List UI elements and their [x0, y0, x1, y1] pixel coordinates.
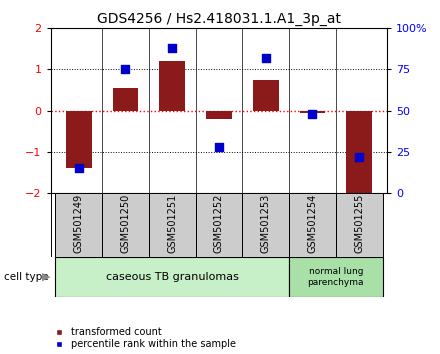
Point [262, 55, 269, 61]
Bar [113, 88, 138, 111]
Point [309, 111, 316, 117]
Bar [195, 193, 242, 257]
Bar [55, 193, 102, 257]
Bar [346, 111, 372, 197]
Text: GSM501251: GSM501251 [167, 194, 177, 253]
Bar [66, 111, 92, 168]
Bar [102, 193, 149, 257]
Text: GSM501249: GSM501249 [73, 194, 84, 253]
Bar [206, 111, 232, 119]
Bar [159, 61, 185, 111]
Text: GSM501253: GSM501253 [260, 194, 271, 253]
Bar [242, 193, 289, 257]
Bar [253, 80, 279, 111]
Bar [300, 111, 325, 113]
Text: GSM501250: GSM501250 [121, 194, 130, 253]
Bar [336, 193, 382, 257]
Text: GSM501254: GSM501254 [308, 194, 317, 253]
Text: caseous TB granulomas: caseous TB granulomas [106, 272, 238, 282]
Title: GDS4256 / Hs2.418031.1.A1_3p_at: GDS4256 / Hs2.418031.1.A1_3p_at [97, 12, 341, 26]
Text: GSM501255: GSM501255 [354, 194, 364, 253]
Point [169, 45, 176, 51]
Text: GSM501252: GSM501252 [214, 194, 224, 253]
Legend: transformed count, percentile rank within the sample: transformed count, percentile rank withi… [49, 327, 236, 349]
Point [122, 67, 129, 72]
Text: cell type: cell type [4, 272, 49, 282]
Text: normal lung
parenchyma: normal lung parenchyma [308, 267, 364, 287]
Bar [149, 193, 195, 257]
Point [216, 144, 223, 150]
Point [356, 154, 363, 160]
Text: ▶: ▶ [42, 272, 51, 282]
Bar [289, 193, 336, 257]
Bar [55, 257, 289, 297]
Bar [289, 257, 382, 297]
Point [75, 165, 82, 171]
